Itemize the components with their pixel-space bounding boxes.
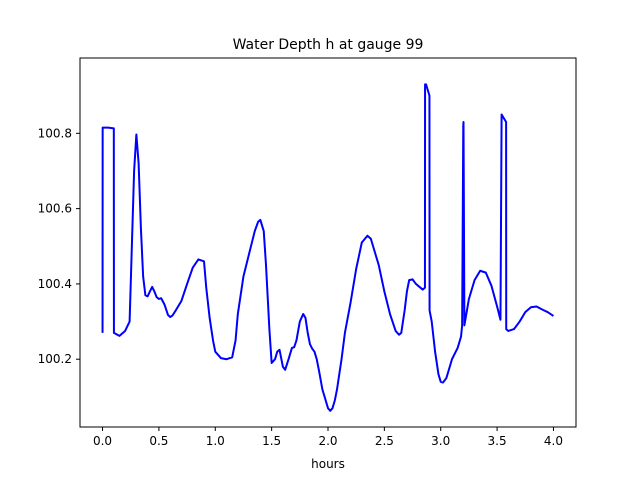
x-tick-label: 0.5 — [149, 434, 168, 448]
x-tick-label: 3.5 — [488, 434, 507, 448]
chart-title: Water Depth h at gauge 99 — [233, 37, 424, 53]
y-tick-label: 100.2 — [38, 352, 72, 366]
plot-area — [79, 57, 577, 428]
x-tick-label: 0.0 — [93, 434, 112, 448]
x-tick-label: 1.5 — [262, 434, 281, 448]
x-tick-label: 2.0 — [318, 434, 337, 448]
y-tick-label: 100.4 — [38, 277, 72, 291]
y-tick-label: 100.6 — [38, 202, 72, 216]
series-line — [101, 83, 555, 412]
x-axis-label: hours — [311, 457, 345, 471]
x-tick-label: 4.0 — [544, 434, 563, 448]
y-tick-label: 100.8 — [38, 126, 72, 140]
x-tick-label: 1.0 — [206, 434, 225, 448]
y-axis-ticks: 100.2 100.4 100.6 100.8 — [38, 126, 80, 366]
axes-background — [80, 58, 576, 427]
x-tick-label: 2.5 — [375, 434, 394, 448]
x-axis-ticks: 0.0 0.5 1.0 1.5 2.0 2.5 3.0 3.5 4.0 — [93, 427, 563, 448]
x-tick-label: 3.0 — [431, 434, 450, 448]
